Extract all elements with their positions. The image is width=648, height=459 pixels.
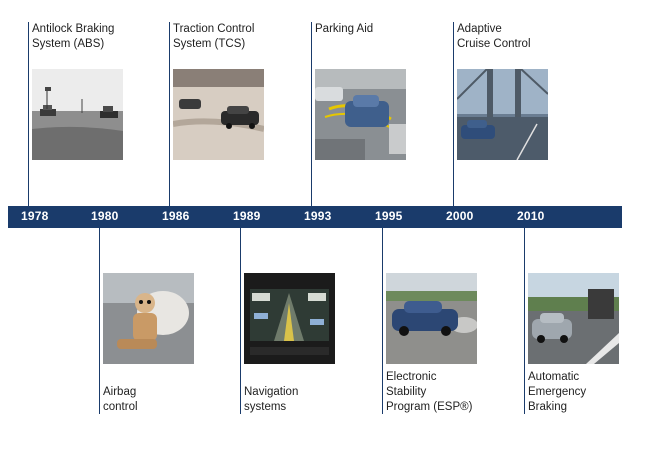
connector-2010 [524,228,525,414]
year-2010: 2010 [517,209,545,223]
tcs-test-track-photo [173,69,264,160]
airbag-crash-dummy-photo [103,273,194,364]
label-navigation: Navigation systems [244,386,299,413]
connector-1993 [311,22,312,208]
label-parking-aid: Parking Aid [315,23,374,35]
connector-2000 [453,22,454,208]
year-1980: 1980 [91,209,119,223]
parking-aid-photo [315,69,406,160]
esp-car-photo [386,273,477,364]
connector-1980 [99,228,100,414]
connector-1978 [28,22,29,208]
connector-1986 [169,22,170,208]
label-emergency-braking: Automatic Emergency Braking [528,371,587,413]
connector-1995 [382,228,383,414]
adaptive-cruise-photo [457,69,548,160]
label-tcs: Traction Control System (TCS) [173,23,255,50]
year-1989: 1989 [233,209,261,223]
year-2000: 2000 [446,209,474,223]
connector-1989 [240,228,241,414]
label-abs: Antilock Braking System (ABS) [32,23,115,50]
year-1986: 1986 [162,209,190,223]
abs-test-cars-photo [32,69,123,160]
year-1993: 1993 [304,209,332,223]
timeline-bar: 1978 1980 1986 1989 1993 1995 2000 2010 [8,206,622,228]
label-adaptive-cruise: Adaptive Cruise Control [457,23,531,50]
label-airbag: Airbag control [103,386,138,413]
label-esp: Electronic Stability Program (ESP®) [386,371,473,413]
emergency-braking-photo [528,273,619,364]
year-1978: 1978 [21,209,49,223]
year-1995: 1995 [375,209,403,223]
navigation-screen-photo [244,273,335,364]
